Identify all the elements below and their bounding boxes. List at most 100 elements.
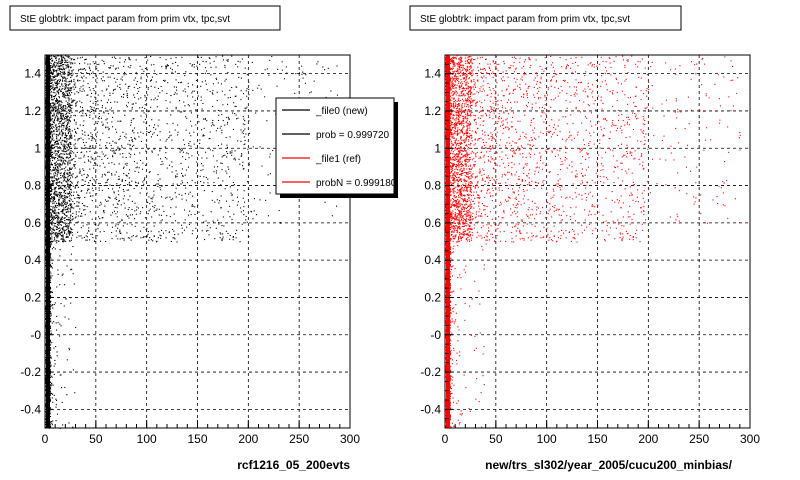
scatter-point [66, 229, 68, 231]
scatter-point [185, 129, 187, 131]
scatter-point [69, 161, 71, 163]
scatter-point [119, 153, 121, 155]
scatter-point [166, 107, 168, 109]
scatter-point [53, 173, 55, 175]
scatter-point [159, 148, 161, 150]
scatter-point [129, 59, 131, 61]
scatter-point [63, 177, 65, 179]
scatter-point [445, 169, 447, 171]
scatter-point [187, 82, 189, 84]
scatter-point [60, 203, 62, 205]
scatter-point [194, 213, 196, 215]
scatter-point [69, 220, 71, 222]
scatter-point [221, 90, 223, 92]
scatter-point [85, 113, 87, 115]
scatter-point [60, 71, 62, 73]
scatter-point [50, 320, 52, 322]
scatter-point [57, 169, 59, 171]
scatter-point [66, 119, 68, 121]
scatter-point [53, 180, 55, 182]
scatter-point [190, 112, 192, 114]
scatter-point [92, 109, 94, 111]
scatter-point [151, 216, 153, 218]
scatter-point [56, 191, 58, 193]
scatter-point [59, 86, 61, 88]
scatter-point [45, 307, 47, 309]
scatter-point [222, 55, 224, 57]
scatter-point [49, 187, 51, 189]
scatter-point [58, 164, 60, 166]
scatter-point [77, 57, 79, 59]
scatter-point [61, 234, 63, 236]
scatter-point [161, 66, 163, 68]
scatter-point [204, 80, 206, 82]
scatter-point [57, 74, 59, 76]
scatter-point [64, 107, 66, 109]
scatter-point [141, 106, 143, 108]
scatter-point [51, 392, 53, 394]
scatter-point [226, 152, 228, 154]
scatter-point [55, 84, 57, 86]
scatter-point [89, 192, 91, 194]
scatter-point [150, 99, 152, 101]
scatter-point [119, 229, 121, 231]
scatter-point [82, 69, 84, 71]
scatter-point [88, 188, 90, 190]
scatter-point [113, 56, 115, 58]
scatter-point [188, 143, 190, 145]
scatter-point [237, 189, 239, 191]
scatter-point [169, 135, 171, 137]
scatter-point [191, 92, 193, 94]
scatter-point [49, 377, 51, 379]
scatter-point [140, 78, 142, 80]
scatter-point [105, 154, 107, 156]
scatter-point [202, 118, 204, 120]
scatter-point [215, 56, 217, 58]
scatter-point [114, 198, 116, 200]
scatter-point [73, 119, 75, 121]
scatter-point [170, 95, 172, 97]
scatter-point [49, 125, 51, 127]
scatter-point [174, 238, 176, 240]
scatter-point [205, 151, 207, 153]
scatter-point [66, 224, 68, 226]
scatter-point [68, 347, 70, 349]
scatter-point [271, 56, 273, 58]
scatter-point [177, 134, 179, 136]
scatter-point [84, 59, 86, 61]
scatter-point [166, 158, 168, 160]
scatter-point [225, 170, 227, 172]
scatter-point [81, 174, 83, 176]
scatter-point [206, 157, 208, 159]
scatter-point [207, 230, 209, 232]
scatter-point [53, 177, 55, 179]
scatter-point [91, 72, 93, 74]
scatter-point [113, 163, 115, 165]
scatter-point [57, 142, 59, 144]
scatter-point [114, 142, 116, 144]
scatter-point [61, 212, 63, 214]
scatter-point [131, 200, 133, 202]
scatter-point [199, 175, 201, 177]
scatter-point [51, 177, 53, 179]
scatter-point [57, 168, 59, 170]
scatter-point [200, 181, 202, 183]
scatter-point [99, 218, 101, 220]
scatter-point [77, 205, 79, 207]
scatter-point [74, 128, 76, 130]
scatter-point [70, 90, 72, 92]
scatter-point [49, 191, 51, 193]
scatter-point [83, 173, 85, 175]
scatter-point [205, 67, 207, 69]
scatter-point [86, 94, 88, 96]
scatter-point [71, 137, 73, 139]
scatter-point [50, 190, 52, 192]
scatter-point [148, 111, 150, 113]
scatter-point [58, 240, 60, 242]
scatter-point [56, 87, 58, 89]
scatter-point [49, 254, 51, 256]
scatter-point [70, 204, 72, 206]
scatter-point [119, 138, 121, 140]
scatter-point [93, 138, 95, 140]
scatter-point [83, 156, 85, 158]
